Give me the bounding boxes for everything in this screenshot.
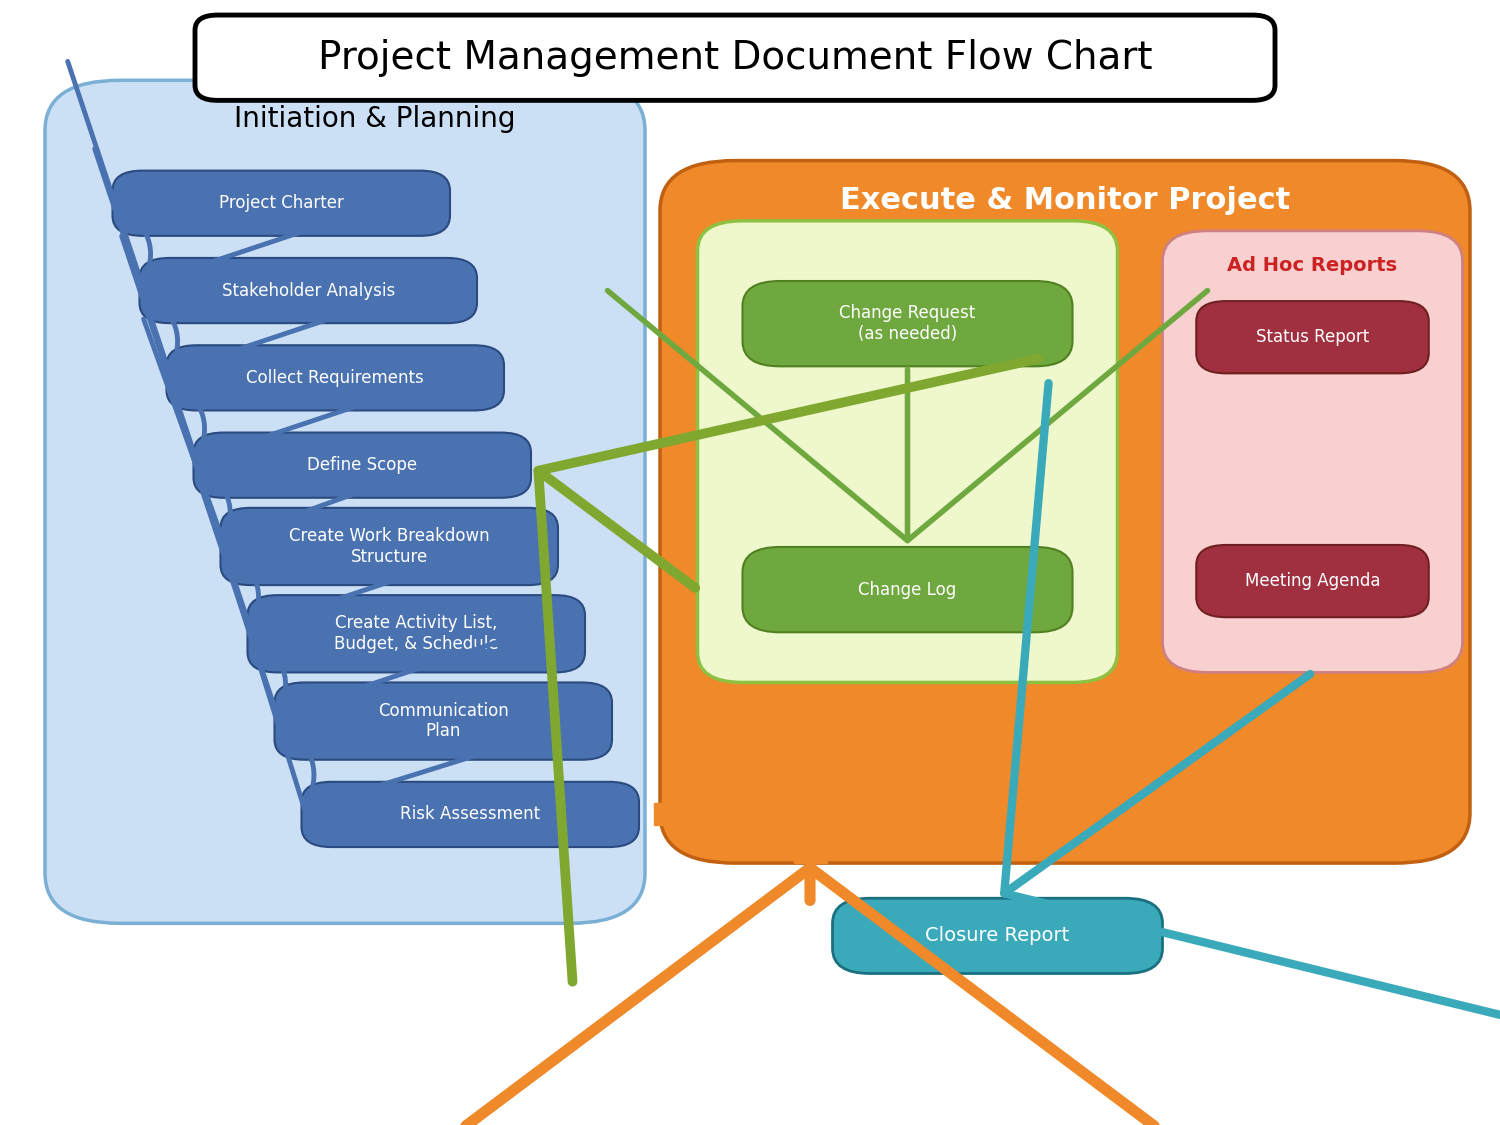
Text: Collect Requirements: Collect Requirements [246, 369, 424, 387]
FancyBboxPatch shape [1197, 302, 1428, 374]
Text: Create Activity List,
Budget, & Schedule: Create Activity List, Budget, & Schedule [334, 614, 498, 654]
FancyBboxPatch shape [833, 898, 1162, 973]
FancyBboxPatch shape [140, 258, 477, 323]
FancyBboxPatch shape [248, 595, 585, 673]
FancyBboxPatch shape [698, 220, 1118, 683]
FancyBboxPatch shape [302, 782, 639, 847]
Text: Status Report: Status Report [1256, 328, 1370, 346]
FancyBboxPatch shape [194, 432, 531, 497]
FancyBboxPatch shape [112, 171, 450, 236]
FancyBboxPatch shape [660, 161, 1470, 863]
Text: Execute & Monitor Project: Execute & Monitor Project [840, 186, 1290, 215]
FancyBboxPatch shape [274, 683, 612, 759]
FancyBboxPatch shape [742, 281, 1072, 367]
FancyBboxPatch shape [654, 803, 810, 826]
FancyBboxPatch shape [1162, 231, 1462, 673]
Text: Change Request
(as needed): Change Request (as needed) [840, 304, 975, 343]
Text: Project Management Document Flow Chart: Project Management Document Flow Chart [318, 38, 1152, 76]
FancyBboxPatch shape [742, 547, 1072, 632]
Text: Communication
Plan: Communication Plan [378, 702, 508, 740]
FancyBboxPatch shape [45, 80, 645, 924]
Text: Change Log: Change Log [858, 580, 957, 598]
Text: Ad Hoc Reports: Ad Hoc Reports [1227, 255, 1398, 274]
Text: Meeting Agenda: Meeting Agenda [1245, 573, 1380, 591]
Text: Stakeholder Analysis: Stakeholder Analysis [222, 281, 394, 299]
FancyBboxPatch shape [195, 15, 1275, 100]
FancyBboxPatch shape [166, 345, 504, 411]
FancyBboxPatch shape [1197, 544, 1428, 618]
Text: Closure Report: Closure Report [926, 926, 1070, 945]
Text: Initiation & Planning: Initiation & Planning [234, 106, 516, 134]
Text: Create Work Breakdown
Structure: Create Work Breakdown Structure [290, 528, 489, 566]
Text: Risk Assessment: Risk Assessment [400, 806, 540, 824]
FancyBboxPatch shape [220, 507, 558, 585]
Text: Define Scope: Define Scope [308, 456, 417, 474]
FancyBboxPatch shape [794, 814, 826, 863]
Text: Project Charter: Project Charter [219, 195, 344, 213]
